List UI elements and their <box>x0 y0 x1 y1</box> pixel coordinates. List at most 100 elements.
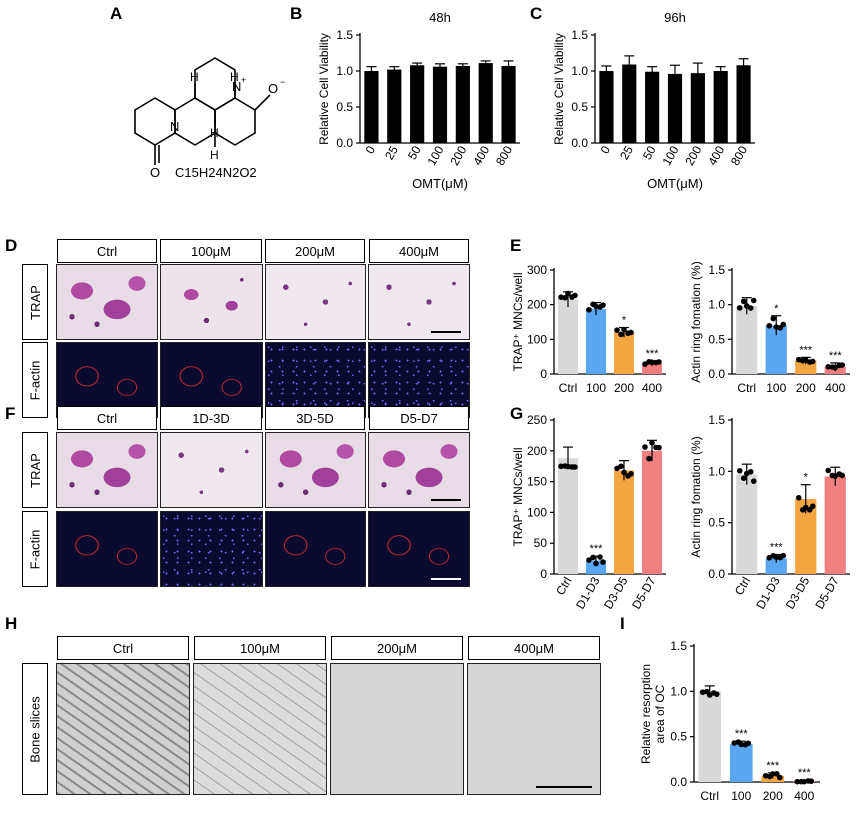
bar <box>729 743 753 782</box>
data-point <box>794 778 801 785</box>
panel-label-b: B <box>290 4 303 23</box>
chart-title: 96h <box>664 10 686 25</box>
header-f-ctrl: Ctrl <box>57 406 157 430</box>
image-h-bone-100 <box>193 663 327 795</box>
significance-label: * <box>804 472 809 484</box>
x-tick-label: Ctrl <box>732 575 753 598</box>
data-point <box>649 359 655 366</box>
bar <box>667 73 683 143</box>
bar <box>501 65 516 143</box>
image-f-trap-ctrl <box>56 432 158 508</box>
significance-label: * <box>774 303 779 315</box>
y-axis-label: Relative Cell Viability <box>552 33 566 145</box>
x-tick-label: D5-D7 <box>812 574 842 611</box>
data-point <box>770 315 777 322</box>
data-point <box>614 327 620 333</box>
data-point <box>593 560 599 567</box>
h-label-3: H <box>230 70 239 84</box>
data-point <box>642 444 648 450</box>
y-tick-label: 150 <box>527 475 547 489</box>
scale-bar <box>431 499 461 501</box>
x-tick-label: Ctrl <box>737 381 756 395</box>
x-tick-label: 25 <box>617 143 636 162</box>
data-point <box>565 290 571 297</box>
chart-actin-ring-dose: 0.0 0.5 1.0 1.5 Actin ring fomation (%) Ctrl *… <box>690 261 850 395</box>
bar <box>455 65 470 143</box>
y-tick-label: 100 <box>527 505 547 519</box>
bar <box>824 476 846 574</box>
data-point <box>736 468 743 474</box>
image-d-factin-400 <box>368 342 470 418</box>
header-d-100: 100μM <box>160 239 262 263</box>
x-tick-label: 0 <box>363 143 379 156</box>
y-tick-label: 0.5 <box>670 730 687 744</box>
bar <box>736 65 751 143</box>
image-d-trap-100 <box>160 264 263 340</box>
image-d-trap-400 <box>368 264 470 340</box>
y-axis-label: TRAP⁺ MNCs/well <box>512 447 525 546</box>
bar <box>557 458 579 574</box>
image-f-trap-d5d7 <box>368 432 470 508</box>
chart-title: 48h <box>429 10 451 25</box>
data-point <box>713 691 720 697</box>
data-point <box>562 294 568 301</box>
data-point <box>766 322 773 329</box>
data-point <box>600 302 606 308</box>
header-h-400: 400μM <box>468 636 600 660</box>
y-tick-label: 0.5 <box>708 516 725 530</box>
header-f-d5d7: D5-D7 <box>369 406 469 430</box>
data-point <box>740 298 747 305</box>
x-tick-label: D1-D3 <box>753 574 783 611</box>
data-point <box>825 363 832 370</box>
h-label-4: H <box>210 148 219 162</box>
x-tick-label: 800 <box>728 143 750 168</box>
x-tick-label: 100 <box>731 789 751 803</box>
significance-label: *** <box>646 348 660 360</box>
panel-label-h: H <box>5 614 18 633</box>
molecular-formula: C15H24N2O2 <box>175 165 257 180</box>
data-point <box>586 557 592 563</box>
data-point <box>621 469 627 476</box>
header-h-100: 100μM <box>194 636 326 660</box>
x-tick-label: 50 <box>405 143 424 162</box>
x-tick-label: 100 <box>659 143 681 168</box>
row-label-f-factin: F-actin <box>22 511 48 587</box>
significance-label: * <box>622 315 627 327</box>
data-point <box>738 741 745 748</box>
data-point <box>600 559 606 565</box>
x-tick-label: Ctrl <box>559 381 578 395</box>
bar <box>557 299 579 374</box>
image-h-bone-200 <box>330 663 464 795</box>
panel-label-e: E <box>510 236 522 255</box>
image-d-trap-ctrl <box>56 264 158 340</box>
data-point <box>780 321 787 328</box>
bar <box>645 71 660 143</box>
row-label-d-trap: TRAP <box>22 264 48 340</box>
data-point <box>558 463 564 470</box>
bar <box>713 71 728 143</box>
bar <box>736 306 758 374</box>
y-tick-label: 1.0 <box>708 298 725 312</box>
y-tick-label: 1.5 <box>571 28 588 42</box>
bar <box>410 65 425 143</box>
header-f-1d3d: 1D-3D <box>160 406 262 430</box>
panel-label-g: G <box>510 404 524 423</box>
data-point <box>649 440 655 446</box>
y-axis-label: Actin ring fomation (%) <box>690 436 703 557</box>
x-tick-label: 25 <box>382 143 401 162</box>
bar <box>478 63 493 143</box>
scale-bar <box>431 331 461 333</box>
data-point <box>809 358 816 365</box>
chart-trap-mncs-time: 0 50 100 150 200 250 TRAP⁺ MNCs/well Ctrl *** D1-… <box>512 413 666 612</box>
x-tick-label: 200 <box>447 143 469 168</box>
bar <box>795 499 817 574</box>
header-d-200: 200μM <box>265 239 365 263</box>
data-point <box>839 362 846 368</box>
y-tick-label: 1.0 <box>336 64 353 78</box>
y-tick-label: 250 <box>527 413 547 427</box>
image-d-factin-ctrl <box>56 342 158 418</box>
data-point <box>646 455 652 462</box>
data-point <box>628 471 634 477</box>
bar <box>585 308 607 374</box>
y-tick-label: 1.5 <box>670 639 687 653</box>
